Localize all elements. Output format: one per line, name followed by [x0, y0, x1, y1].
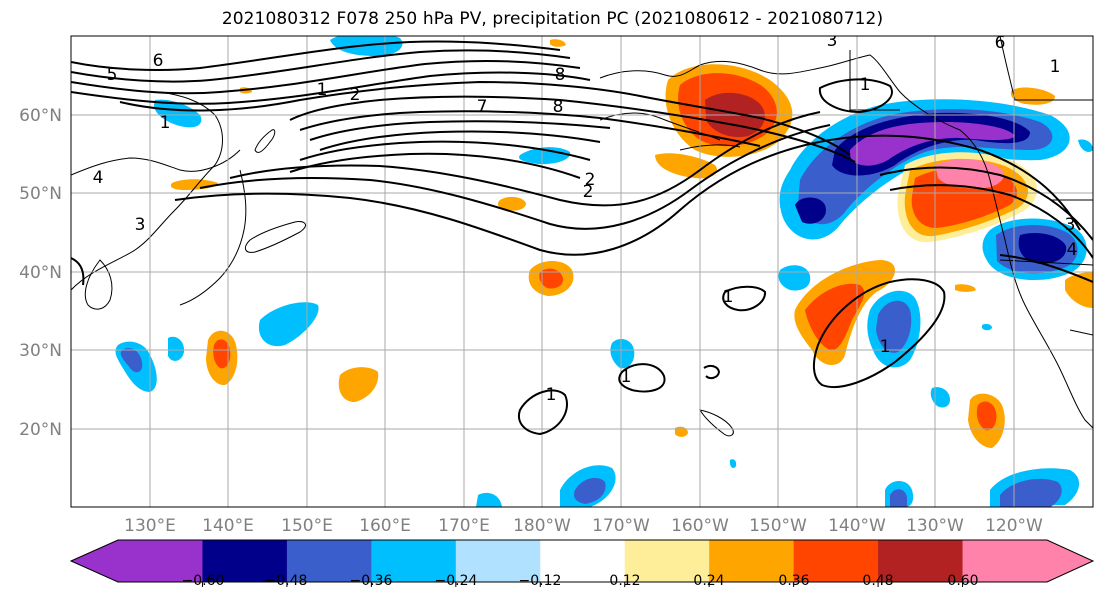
colorbar-segment [624, 540, 710, 582]
lon-label: 130°E [124, 516, 176, 536]
pv-label: 1 [621, 367, 632, 387]
pv-label: 2 [583, 182, 594, 202]
pv-label: 4 [1067, 240, 1078, 260]
lon-label: 140°W [828, 516, 886, 536]
colorbar-tick-label: 0.24 [693, 573, 724, 589]
colorbar-tick-label: −0.48 [265, 573, 308, 589]
lat-label-40n: 40°N [19, 263, 62, 283]
lon-label: 180°W [513, 516, 571, 536]
lon-label: 150°W [749, 516, 807, 536]
colorbar-extend-low [71, 540, 118, 582]
colorbar-ticks [201, 582, 964, 587]
colorbar-segment [540, 540, 626, 582]
latitude-labels: 60°N 50°N 40°N 30°N 20°N [19, 106, 62, 440]
colorbar-tick-label: −0.36 [350, 573, 393, 589]
map-frame [70, 35, 1094, 508]
pv-label: 3 [827, 31, 838, 51]
negative-anomaly-east-pacific [867, 290, 921, 368]
map-title: 2021080312 F078 250 hPa PV, precipitatio… [221, 9, 884, 29]
colorbar-segment [118, 540, 203, 582]
lon-label: 140°E [202, 516, 254, 536]
lat-label-30n: 30°N [19, 341, 62, 361]
colorbar-tick-label: 0.60 [947, 573, 978, 589]
pv-label: 1 [317, 80, 328, 100]
lon-label: 120°W [985, 516, 1043, 536]
colorbar-boxes [69, 539, 1095, 583]
colorbar-segment [371, 540, 457, 582]
lon-label: 170°W [592, 516, 650, 536]
pv-label: 5 [107, 65, 118, 85]
lat-label-50n: 50°N [19, 184, 62, 204]
pv-label: 8 [555, 65, 566, 85]
colorbar-outline [69, 539, 1095, 583]
pv-label: 1 [880, 337, 891, 357]
map-content: 1 2 3 4 5 6 7 8 1 2 3 1 1 1 1 1 3 4 6 8 … [71, 31, 1093, 507]
colorbar-segment [878, 540, 964, 582]
lon-label: 170°E [438, 516, 490, 536]
graticule [71, 36, 1093, 507]
pv-label: 3 [135, 215, 146, 235]
colorbar: −0.60 −0.48 −0.36 −0.24 −0.12 0.12 0.24 … [69, 539, 1095, 589]
colorbar-tick-label: 0.36 [778, 573, 809, 589]
pv-label: 8 [553, 97, 564, 117]
colorbar-tick-label: −0.12 [519, 573, 562, 589]
colorbar-tick-label: −0.60 [182, 573, 225, 589]
negative-anomaly-nw [779, 99, 1070, 240]
pv-label: 2 [350, 85, 361, 105]
lon-label: 160°E [359, 516, 411, 536]
pv-label: 4 [93, 168, 104, 188]
colorbar-segment [286, 540, 372, 582]
pv-label: 6 [153, 51, 164, 71]
lat-label-20n: 20°N [19, 420, 62, 440]
colorbar-segment [455, 540, 541, 582]
lon-label: 130°W [906, 516, 964, 536]
colorbar-segment [709, 540, 795, 582]
colorbar-extend-high [1047, 540, 1093, 582]
colorbar-segment [962, 540, 1048, 582]
colorbar-segment [793, 540, 879, 582]
pv-contour-labels: 1 2 3 4 5 6 7 8 1 2 3 1 1 1 1 1 3 4 6 8 … [93, 31, 1078, 405]
pv-contours [71, 40, 1093, 436]
pv-label: 1 [160, 113, 171, 133]
pv-label: 3 [1065, 215, 1076, 235]
pv-label: 1 [546, 385, 557, 405]
pv-label: 1 [1050, 57, 1061, 77]
pv-label: 2 [585, 170, 596, 190]
colorbar-tick-label: 0.48 [862, 573, 893, 589]
lon-label: 150°E [281, 516, 333, 536]
pv-label: 1 [860, 75, 871, 95]
lat-label-60n: 60°N [19, 106, 62, 126]
longitude-labels: 130°E 140°E 150°E 160°E 170°E 180°W 170°… [124, 516, 1043, 536]
pv-label: 7 [477, 97, 488, 117]
precip-shading [115, 36, 1093, 507]
pv-label: 1 [723, 287, 734, 307]
colorbar-tick-label: 0.12 [609, 573, 640, 589]
scattered-anomalies [115, 36, 1093, 507]
colorbar-segment [202, 540, 288, 582]
pv-label: 6 [995, 33, 1006, 53]
colorbar-tick-label: −0.24 [435, 573, 478, 589]
lon-label: 160°W [671, 516, 729, 536]
